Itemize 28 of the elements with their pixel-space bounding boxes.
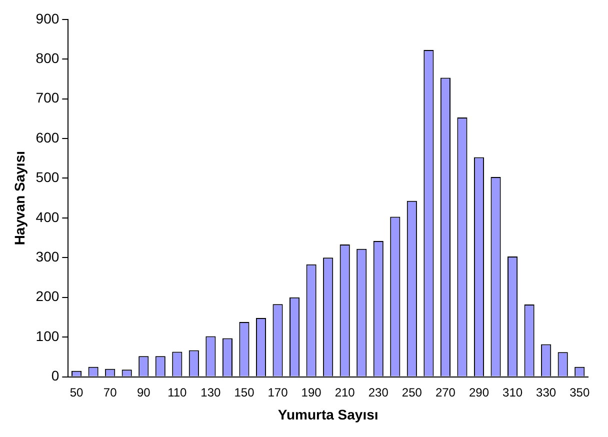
y-tick-label: 500 bbox=[36, 169, 60, 186]
x-tick-label: 230 bbox=[368, 385, 389, 400]
x-tick-label: 190 bbox=[301, 385, 322, 400]
x-tick-label: 110 bbox=[168, 385, 188, 400]
x-tick-label: 250 bbox=[402, 385, 422, 400]
x-tick-label: 170 bbox=[268, 385, 288, 400]
x-tick-label: 290 bbox=[468, 385, 490, 400]
y-tick-label: 600 bbox=[36, 129, 60, 146]
x-tick-label: 270 bbox=[435, 385, 456, 400]
x-tick-label: 210 bbox=[334, 385, 356, 400]
y-tick-label: 400 bbox=[36, 208, 60, 225]
x-tick-label: 350 bbox=[570, 385, 590, 400]
y-tick-label: 200 bbox=[36, 288, 60, 304]
x-tick-label: 330 bbox=[536, 385, 556, 400]
y-tick-label: 100 bbox=[36, 328, 60, 344]
y-tick-label: 700 bbox=[36, 90, 60, 106]
y-tick-label: 800 bbox=[36, 50, 60, 66]
y-axis-title: Hayvan Sayısı bbox=[11, 151, 28, 246]
y-tick-label: 0 bbox=[51, 368, 60, 384]
x-tick-label: 310 bbox=[502, 385, 523, 400]
y-tick-label: 900 bbox=[36, 10, 60, 26]
x-tick-label: 150 bbox=[234, 385, 255, 400]
x-tick-label: 50 bbox=[70, 385, 84, 400]
x-tick-label: 70 bbox=[103, 385, 118, 400]
y-tick-label: 300 bbox=[36, 248, 60, 265]
x-tick-label: 130 bbox=[200, 385, 222, 400]
x-axis-title: Yumurta Sayısı bbox=[278, 406, 378, 422]
x-tick-label: 90 bbox=[136, 385, 151, 400]
